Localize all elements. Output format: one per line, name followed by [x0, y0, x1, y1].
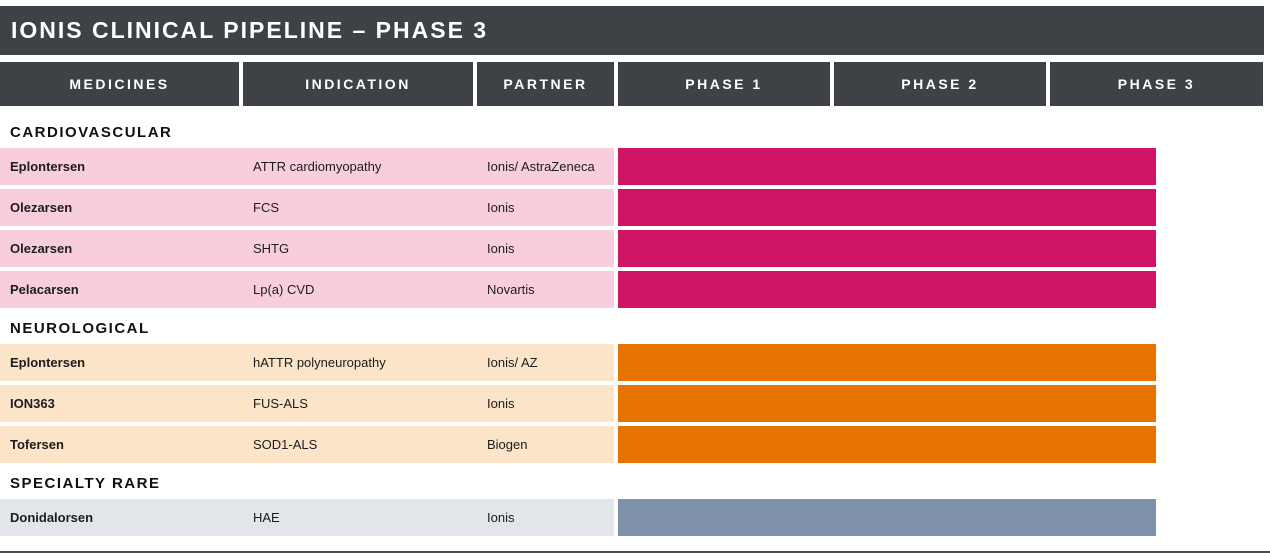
- pipeline-row-pelacarsen-lp-a-cvd: Pelacarsen Lp(a) CVD Novartis: [0, 271, 1264, 308]
- indication-label: FUS-ALS: [253, 396, 308, 411]
- row-info: Olezarsen FCS Ionis: [0, 189, 614, 226]
- medicine-name: Eplontersen: [10, 159, 86, 174]
- column-header-phase-3: PHASE 3: [1050, 62, 1263, 106]
- phase-progress-bar: [618, 148, 1156, 185]
- pipeline-row-donidalorsen-hae: Donidalorsen HAE Ionis: [0, 499, 1264, 536]
- pipeline-row-eplontersen-attr-cardiomyopathy: Eplontersen ATTR cardiomyopathy Ionis/ Ast…: [0, 148, 1264, 185]
- section-specialty-rare: SPECIALTY RARE Donidalorsen HAE Ionis: [0, 467, 1264, 536]
- column-header-phase-1: PHASE 1: [618, 62, 830, 106]
- indication-label: SOD1-ALS: [253, 437, 318, 452]
- section-neurological: NEUROLOGICAL Eplontersen hATTR polyneuropa…: [0, 312, 1264, 463]
- indication-label: HAE: [253, 510, 280, 525]
- indication-label: hATTR polyneuropathy: [253, 355, 386, 370]
- phase-progress-bar: [618, 271, 1156, 308]
- pipeline-row-olezarsen-shtg: Olezarsen SHTG Ionis: [0, 230, 1264, 267]
- pipeline-slide: IONIS CLINICAL PIPELINE – PHASE 3 MEDICI…: [0, 6, 1270, 553]
- section-header-cardiovascular: CARDIOVASCULAR: [10, 124, 173, 141]
- medicine-name: Pelacarsen: [10, 282, 79, 297]
- phase-progress-bar: [618, 189, 1156, 226]
- partner-label: Ionis/ AstraZeneca: [487, 159, 595, 174]
- partner-label: Ionis/ AZ: [487, 355, 538, 370]
- row-info: Eplontersen hATTR polyneuropathy Ionis/ AZ: [0, 344, 614, 381]
- partner-label: Biogen: [487, 437, 528, 452]
- pipeline-row-eplontersen-hattr-polyneuropathy: Eplontersen hATTR polyneuropathy Ionis/ AZ: [0, 344, 1264, 381]
- phase-progress-bar: [618, 385, 1156, 422]
- phase-progress-bar: [618, 344, 1156, 381]
- medicine-name: Eplontersen: [10, 355, 86, 370]
- column-header-phase-2: PHASE 2: [834, 62, 1046, 106]
- indication-label: Lp(a) CVD: [253, 282, 315, 297]
- pipeline-sections: CARDIOVASCULAR Eplontersen ATTR cardiomyop…: [0, 106, 1264, 536]
- column-header-medicines: MEDICINES: [0, 62, 239, 106]
- partner-label: Novartis: [487, 282, 535, 297]
- section-cardiovascular: CARDIOVASCULAR Eplontersen ATTR cardiomyop…: [0, 106, 1264, 308]
- phase-progress-bar: [618, 426, 1156, 463]
- row-info: Tofersen SOD1-ALS Biogen: [0, 426, 614, 463]
- column-header-row: MEDICINES INDICATION PARTNER PHASE 1 PHASE 2…: [0, 62, 1264, 106]
- column-header-partner: PARTNER: [477, 62, 614, 106]
- medicine-name: Tofersen: [10, 437, 64, 452]
- medicine-name: ION363: [10, 396, 55, 411]
- row-info: Eplontersen ATTR cardiomyopathy Ionis/ Ast…: [0, 148, 614, 185]
- phase-progress-bar: [618, 230, 1156, 267]
- title-bar: IONIS CLINICAL PIPELINE – PHASE 3: [0, 6, 1264, 55]
- row-info: ION363 FUS-ALS Ionis: [0, 385, 614, 422]
- row-info: Pelacarsen Lp(a) CVD Novartis: [0, 271, 614, 308]
- indication-label: FCS: [253, 200, 279, 215]
- medicine-name: Donidalorsen: [10, 510, 94, 525]
- pipeline-row-ion363-fus-als: ION363 FUS-ALS Ionis: [0, 385, 1264, 422]
- medicine-name: Olezarsen: [10, 241, 73, 256]
- indication-label: SHTG: [253, 241, 290, 256]
- partner-label: Ionis: [487, 510, 515, 525]
- column-header-indication: INDICATION: [243, 62, 473, 106]
- pipeline-row-tofersen-sod1-als: Tofersen SOD1-ALS Biogen: [0, 426, 1264, 463]
- medicine-name: Olezarsen: [10, 200, 73, 215]
- section-header-specialty-rare: SPECIALTY RARE: [10, 475, 161, 492]
- row-info: Donidalorsen HAE Ionis: [0, 499, 614, 536]
- partner-label: Ionis: [487, 396, 515, 411]
- pipeline-row-olezarsen-fcs: Olezarsen FCS Ionis: [0, 189, 1264, 226]
- page-title: IONIS CLINICAL PIPELINE – PHASE 3: [11, 17, 489, 43]
- partner-label: Ionis: [487, 200, 515, 215]
- partner-label: Ionis: [487, 241, 515, 256]
- row-info: Olezarsen SHTG Ionis: [0, 230, 614, 267]
- section-header-neurological: NEUROLOGICAL: [10, 320, 150, 337]
- phase-progress-bar: [618, 499, 1156, 536]
- indication-label: ATTR cardiomyopathy: [253, 159, 382, 174]
